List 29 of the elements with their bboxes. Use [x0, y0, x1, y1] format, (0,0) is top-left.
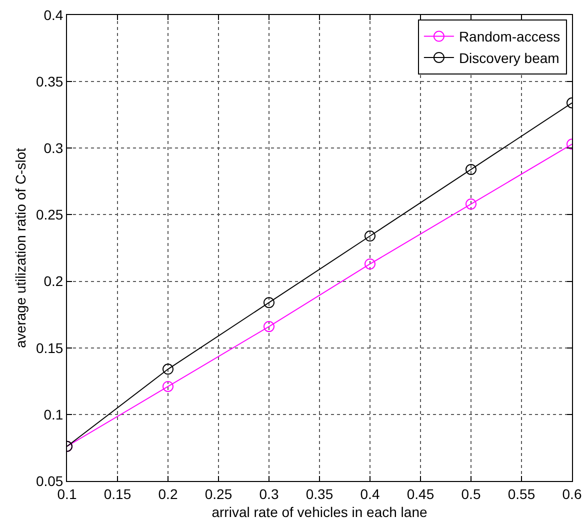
y-tick-label: 0.35: [36, 73, 64, 90]
legend-label: Discovery beam: [458, 50, 560, 66]
x-tick-label: 0.3: [259, 486, 279, 502]
x-tick-label: 0.35: [306, 486, 334, 502]
x-tick-label: 0.5: [461, 486, 481, 502]
x-axis-title: arrival rate of vehicles in each lane: [212, 504, 428, 520]
x-tick-label: 0.45: [406, 486, 434, 502]
y-tick-label: 0.25: [36, 206, 64, 223]
y-tick-label: 0.15: [36, 340, 64, 356]
x-tick-label: 0.6: [562, 486, 582, 502]
point: [466, 164, 476, 175]
y-axis-title: average utilization ratio of C-slot: [12, 148, 29, 348]
y-tick-label: 0.3: [44, 140, 64, 156]
point: [162, 364, 174, 375]
point: [364, 230, 376, 242]
x-tick-label: 0.25: [204, 486, 232, 502]
point: [466, 198, 476, 210]
x-tick-label: 0.55: [508, 486, 536, 502]
point: [264, 297, 274, 308]
x-tick-label: 0.4: [360, 486, 380, 502]
point: [162, 380, 174, 392]
y-tick-label: 0.2: [44, 273, 64, 290]
x-tick-label: 0.2: [158, 486, 178, 502]
y-tick-label: 0.4: [44, 6, 64, 23]
x-tick-label: 0.15: [104, 486, 132, 502]
point: [264, 321, 274, 332]
legend-label: Random-access: [458, 28, 560, 45]
y-tick-label: 0.1: [44, 406, 64, 422]
point: [364, 258, 376, 270]
